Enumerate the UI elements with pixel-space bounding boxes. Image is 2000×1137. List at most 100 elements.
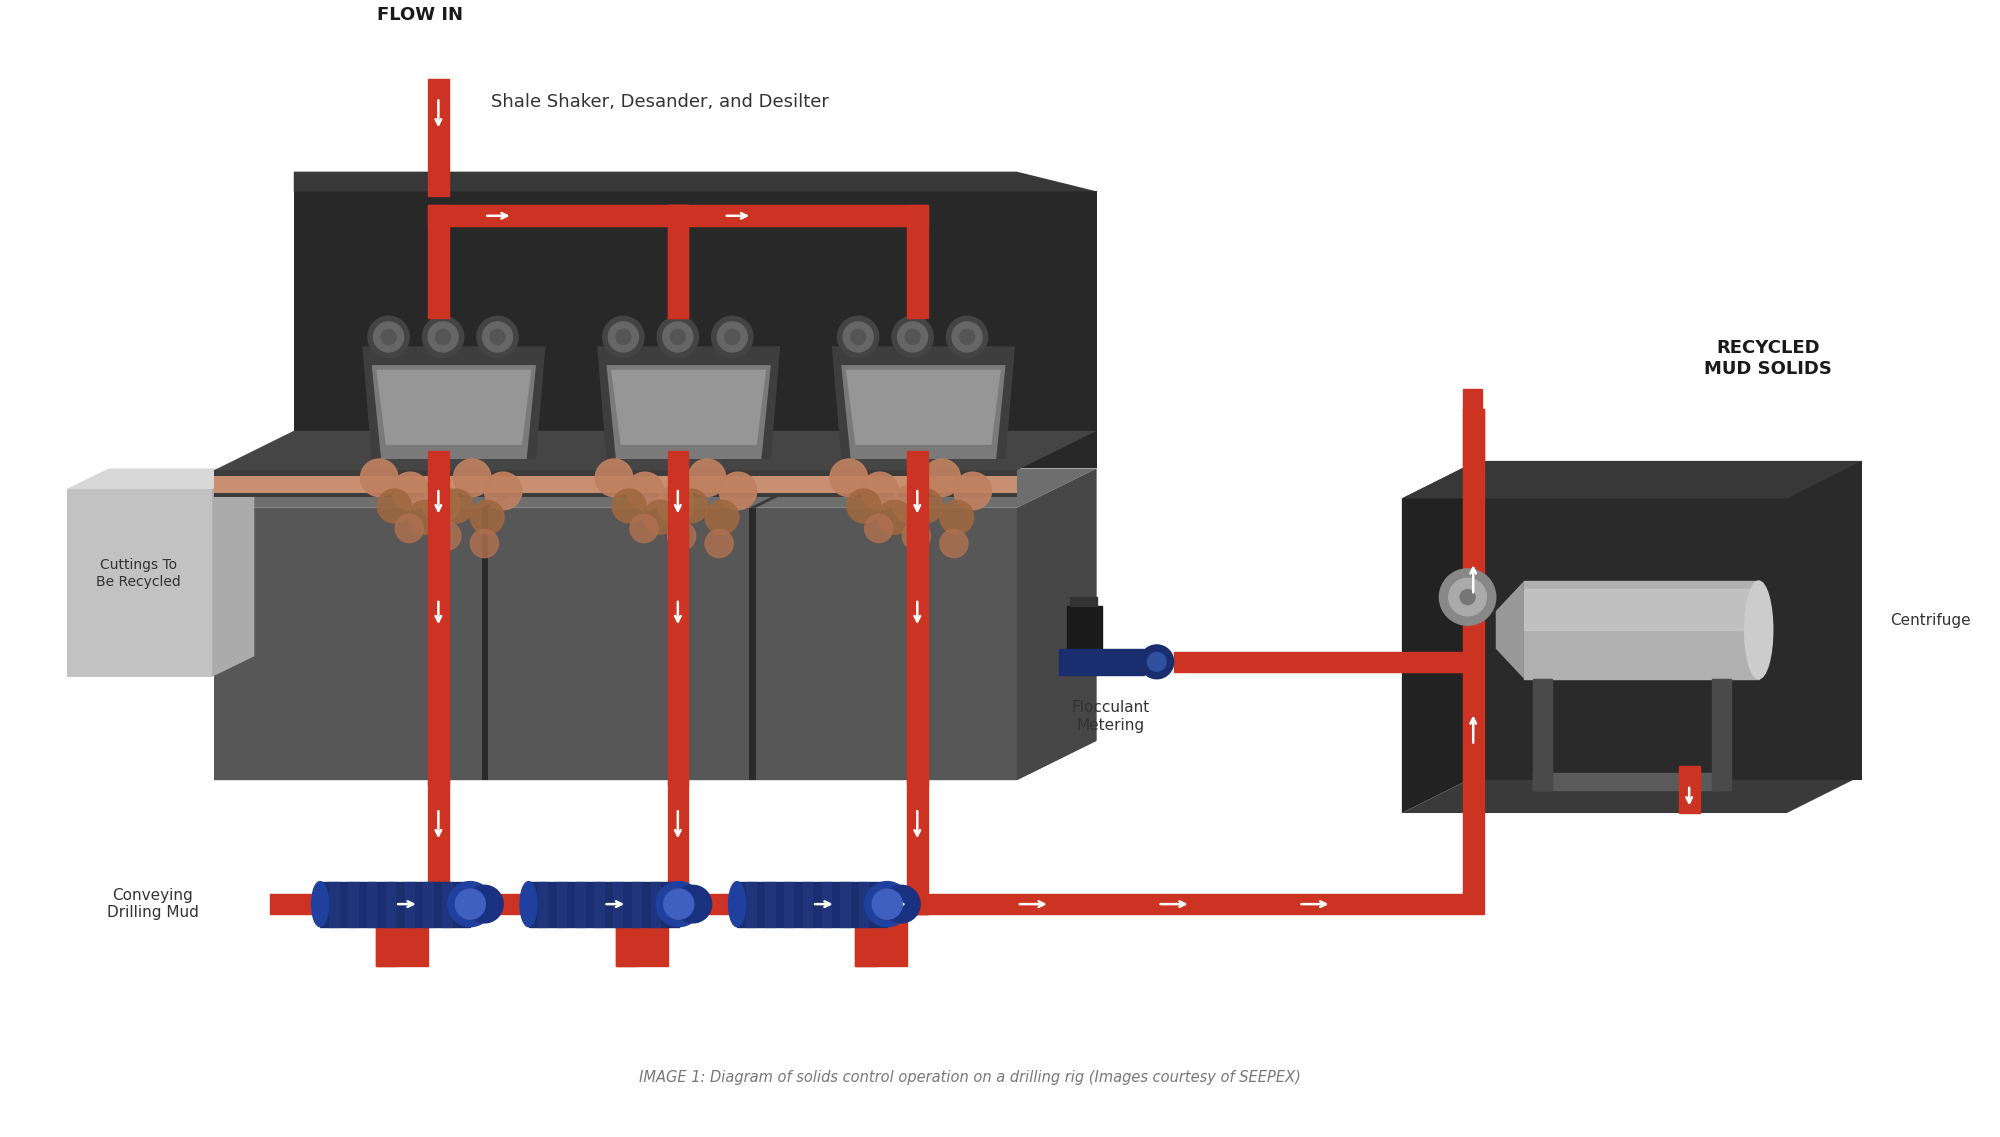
Circle shape [906, 330, 920, 345]
Polygon shape [750, 468, 836, 508]
Bar [376, 894, 398, 966]
Bar [368, 881, 376, 927]
Polygon shape [832, 347, 1014, 459]
Bar [1524, 581, 1758, 679]
Circle shape [940, 500, 974, 534]
Bar [856, 914, 906, 966]
Circle shape [454, 459, 490, 497]
Polygon shape [750, 508, 756, 780]
Bar [668, 450, 688, 785]
Polygon shape [606, 365, 770, 459]
Polygon shape [212, 468, 254, 677]
Bar [428, 894, 462, 914]
Circle shape [718, 322, 748, 352]
Text: MAIN
FLOW IN: MAIN FLOW IN [376, 0, 462, 24]
Circle shape [830, 459, 868, 497]
Circle shape [882, 886, 920, 923]
Circle shape [612, 489, 646, 523]
Polygon shape [214, 431, 1096, 471]
Circle shape [850, 330, 866, 345]
Bar [1462, 409, 1484, 465]
Circle shape [602, 316, 644, 358]
Polygon shape [214, 471, 1016, 497]
Bar [1462, 409, 1484, 914]
Circle shape [720, 472, 756, 509]
Bar [766, 881, 774, 927]
Circle shape [674, 886, 712, 923]
Bar [614, 881, 622, 927]
Circle shape [668, 522, 696, 550]
Polygon shape [1402, 460, 1476, 813]
Text: Conveying
Drilling Mud: Conveying Drilling Mud [106, 888, 198, 920]
Circle shape [878, 500, 912, 534]
Circle shape [482, 322, 512, 352]
Circle shape [432, 522, 460, 550]
Polygon shape [372, 365, 536, 459]
Polygon shape [214, 476, 1016, 492]
Bar [668, 780, 688, 914]
Bar [906, 206, 928, 318]
Circle shape [440, 489, 474, 523]
Bar [1174, 652, 1462, 672]
Bar [320, 881, 470, 927]
Circle shape [902, 522, 930, 550]
Circle shape [408, 500, 442, 534]
Ellipse shape [728, 881, 746, 927]
Circle shape [428, 322, 458, 352]
Bar [746, 881, 756, 927]
Circle shape [946, 316, 988, 358]
Bar [424, 881, 432, 927]
Polygon shape [376, 370, 532, 445]
Polygon shape [846, 370, 1000, 445]
Bar [348, 881, 358, 927]
Bar [616, 914, 668, 966]
Circle shape [422, 485, 460, 523]
Bar [1712, 679, 1730, 789]
Circle shape [368, 316, 410, 358]
Circle shape [644, 500, 676, 534]
Ellipse shape [520, 881, 536, 927]
Polygon shape [214, 740, 1096, 780]
Polygon shape [294, 191, 1096, 468]
Bar [860, 881, 868, 927]
Bar [428, 450, 448, 785]
Text: RECYCLED
MUD SOLIDS: RECYCLED MUD SOLIDS [1704, 339, 1832, 377]
Bar [784, 881, 794, 927]
Circle shape [940, 530, 968, 557]
Bar [386, 881, 396, 927]
Bar [1534, 773, 1722, 789]
Circle shape [656, 881, 702, 927]
Circle shape [954, 472, 992, 509]
Bar [428, 206, 448, 318]
Circle shape [908, 489, 942, 523]
Circle shape [658, 485, 694, 523]
Circle shape [374, 322, 404, 352]
Bar [404, 881, 414, 927]
Circle shape [382, 330, 396, 345]
Bar [860, 894, 928, 914]
Bar [650, 894, 688, 914]
Circle shape [662, 322, 692, 352]
Bar [650, 881, 660, 927]
Circle shape [616, 330, 630, 345]
Polygon shape [66, 468, 254, 489]
Text: Cuttings To
Be Recycled: Cuttings To Be Recycled [96, 558, 182, 589]
Circle shape [952, 322, 982, 352]
Bar [556, 881, 566, 927]
Text: Shale Shaker, Desander, and Desilter: Shale Shaker, Desander, and Desilter [490, 93, 828, 110]
Polygon shape [1402, 775, 1862, 813]
Bar [840, 881, 850, 927]
Circle shape [922, 459, 960, 497]
Bar [802, 881, 812, 927]
Bar [668, 206, 688, 318]
Bar [442, 881, 452, 927]
Circle shape [466, 886, 504, 923]
Polygon shape [214, 508, 1016, 780]
Bar [538, 881, 548, 927]
Text: IMAGE 1: Diagram of solids control operation on a drilling rig (Images courtesy : IMAGE 1: Diagram of solids control opera… [638, 1070, 1300, 1086]
Circle shape [892, 485, 930, 523]
Circle shape [422, 316, 464, 358]
Bar [528, 881, 678, 927]
Bar [1534, 679, 1552, 789]
Bar [668, 206, 928, 226]
